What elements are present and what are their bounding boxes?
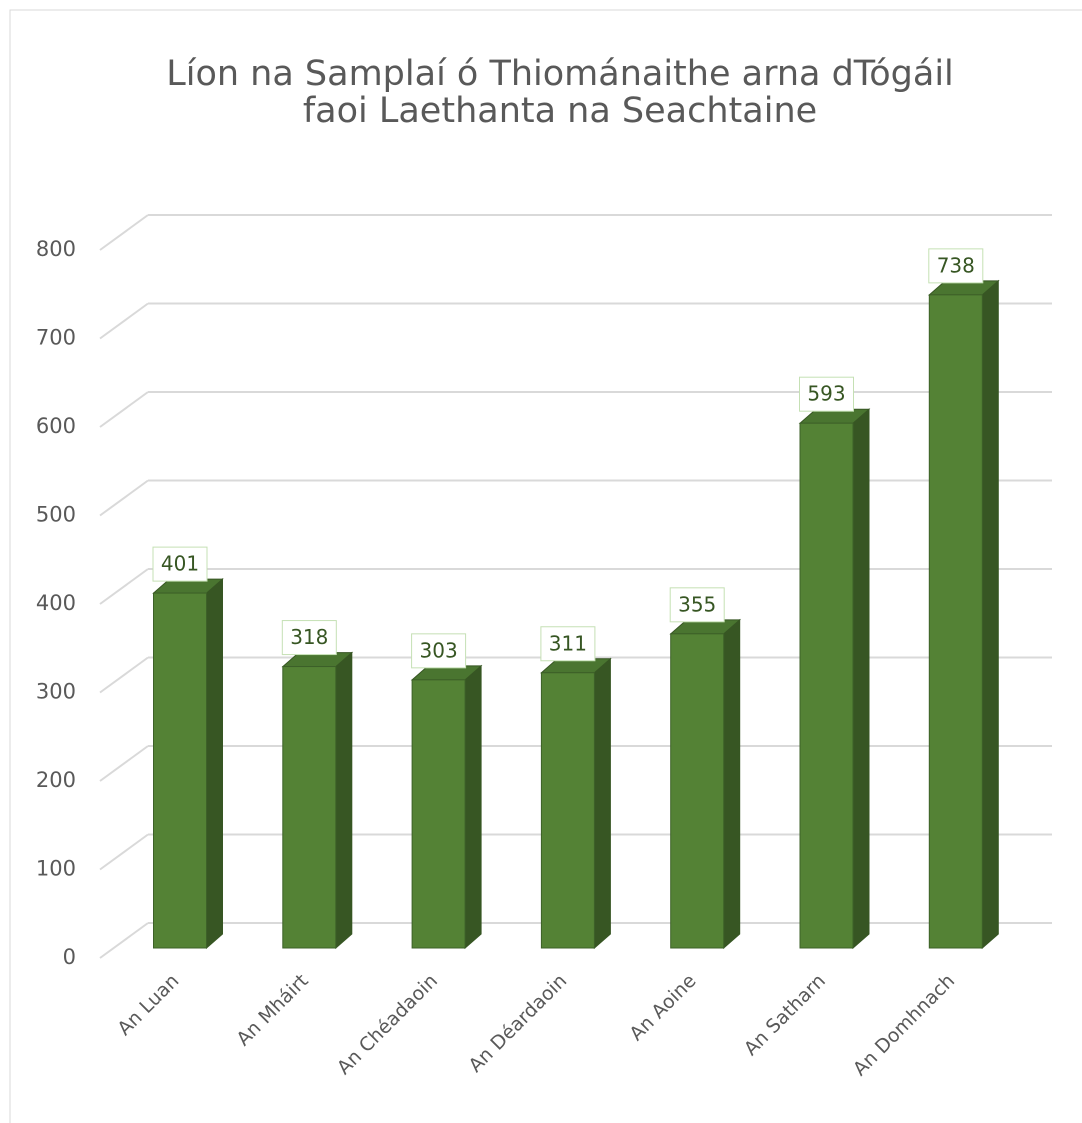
bar-side (206, 578, 223, 950)
grid-line (99, 833, 149, 871)
bar (153, 592, 207, 949)
data-label: 738 (937, 253, 975, 277)
grid-line (99, 568, 149, 605)
data-label-box (928, 248, 984, 284)
bar (928, 294, 983, 949)
y-tick-label: 0 (63, 945, 76, 969)
grid-line (99, 391, 149, 428)
y-tick-label: 600 (36, 414, 76, 438)
grid-line (99, 745, 149, 782)
bar (670, 633, 725, 949)
y-tick-label: 400 (36, 591, 76, 615)
bar (282, 666, 337, 949)
bar-side (981, 279, 999, 950)
bar (411, 679, 466, 949)
grid-line (99, 922, 149, 959)
y-tick-label: 800 (36, 237, 76, 261)
data-label-box (540, 626, 596, 662)
grid-line (99, 302, 149, 340)
bar (799, 422, 854, 949)
data-label-box (411, 633, 467, 669)
data-label: 318 (290, 625, 328, 649)
data-label-box (799, 376, 854, 412)
data-label: 311 (549, 631, 587, 655)
data-label: 303 (420, 638, 458, 662)
y-tick-label: 100 (36, 857, 76, 881)
bar-side (723, 618, 741, 950)
data-label: 593 (807, 382, 845, 406)
chart-title: Líon na Samplaí ó Thiománaithe arna dTóg… (166, 54, 954, 131)
grid-line (99, 656, 149, 694)
y-tick-label: 300 (36, 680, 76, 704)
data-label-box (281, 620, 337, 656)
grid-line (99, 479, 149, 517)
data-label-box (669, 587, 725, 623)
bar-side (593, 657, 611, 950)
bar (540, 672, 595, 949)
y-tick-label: 200 (36, 768, 76, 792)
data-label: 401 (161, 552, 199, 576)
data-label: 355 (678, 592, 716, 616)
data-label-box (152, 546, 208, 582)
y-tick-label: 700 (36, 326, 76, 350)
bar-side (464, 664, 482, 950)
grid-line (99, 214, 149, 251)
y-tick-label: 500 (36, 503, 76, 527)
bar-side (335, 651, 353, 950)
bar-side (852, 408, 870, 950)
